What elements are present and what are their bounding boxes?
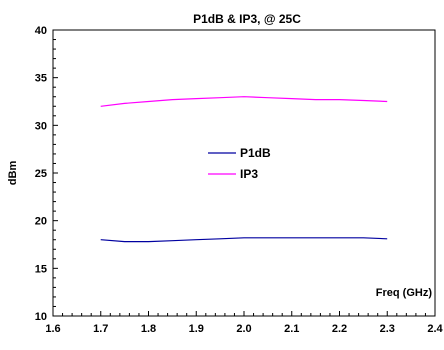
series-line-p1db [100,237,388,243]
legend: P1dB IP3 [208,146,271,181]
y-tick-label: 30 [35,120,47,132]
series-line-ip3 [100,96,388,107]
axis-ticks [52,29,436,317]
y-tick-labels: 10 15 20 25 30 35 40 [35,25,47,323]
y-tick-label: 15 [35,263,47,275]
y-tick-label: 35 [35,73,47,85]
x-tick-label: 2.2 [332,323,347,335]
x-tick-labels: 1.6 1.7 1.8 1.9 2.0 2.1 2.2 2.3 2.4 [45,323,443,335]
x-tick-label: 1.9 [189,323,204,335]
legend-label-p1db: P1dB [240,146,271,160]
x-tick-label: 2.0 [236,323,251,335]
chart-title: P1dB & IP3, @ 25C [193,12,301,26]
x-tick-label: 1.8 [141,323,156,335]
x-tick-label: 2.1 [284,323,299,335]
x-axis-label: Freq (GHz) [376,287,433,299]
y-tick-label: 25 [35,168,47,180]
y-tick-label: 40 [35,25,47,37]
y-tick-label: 20 [35,216,47,228]
x-tick-label: 2.3 [380,323,395,335]
legend-label-ip3: IP3 [240,167,258,181]
x-tick-label: 1.7 [93,323,108,335]
plot-area [52,29,436,317]
series-lines [100,96,388,243]
y-axis-label: dBm [7,161,19,186]
x-tick-label: 1.6 [45,323,60,335]
y-tick-label: 10 [35,311,47,323]
x-tick-label: 2.4 [427,323,443,335]
